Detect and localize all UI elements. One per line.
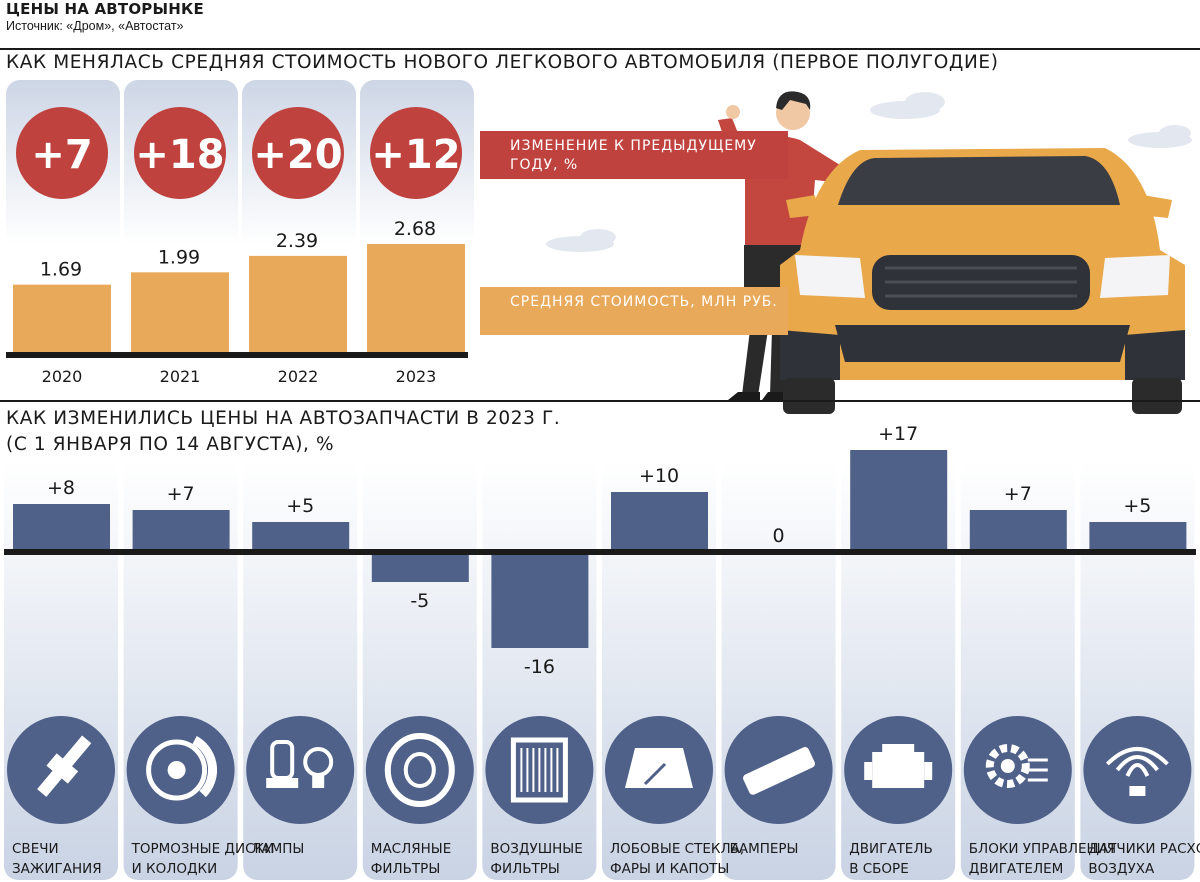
- part-value-label-1: +7: [167, 483, 195, 505]
- divider-mid: [0, 400, 1200, 402]
- part-value-label-2: +5: [286, 495, 314, 517]
- change-circle-2022: [252, 107, 344, 199]
- price-label-2020: 1.69: [40, 259, 82, 281]
- part-value-label-0: +8: [47, 477, 75, 499]
- part-value-label-8: +7: [1004, 483, 1032, 505]
- part-category-label-8-0: БЛОКИ УПРАВЛЕНИЯ: [969, 841, 1116, 857]
- windshield-icon: [605, 716, 713, 824]
- price-bar-2020: [13, 284, 111, 354]
- part-bar-7: [850, 450, 948, 552]
- section2-title-line2: (С 1 ЯНВАРЯ ПО 14 АВГУСТА), %: [6, 434, 335, 455]
- part-category-label-2-0: ЛАМПЫ: [251, 841, 304, 857]
- car-illustration: [780, 148, 1185, 414]
- part-bar-1: [132, 510, 230, 552]
- price-label-2022: 2.39: [276, 230, 318, 252]
- change-circle-2023: [370, 107, 462, 199]
- part-category-label-0-1: ЗАЖИГАНИЯ: [12, 861, 102, 877]
- part-bar-3: [371, 552, 469, 582]
- part-category-label-8-1: ДВИГАТЕЛЕМ: [969, 861, 1063, 877]
- price-baseline: [6, 352, 468, 358]
- part-category-label-7-0: ДВИГАТЕЛЬ: [849, 841, 933, 857]
- part-category-label-3-1: ФИЛЬТРЫ: [371, 861, 440, 877]
- oil-filter-icon-circle: [365, 716, 474, 824]
- change-label-2023: +12: [371, 132, 460, 178]
- part-value-label-3: -5: [410, 590, 429, 612]
- section1-title: КАК МЕНЯЛАСЬ СРЕДНЯЯ СТОИМОСТЬ НОВОГО ЛЕ…: [6, 52, 999, 73]
- change-circle-2021: [134, 107, 226, 199]
- change-label-2021: +18: [135, 132, 224, 178]
- price-bar-2022: [249, 255, 347, 354]
- part-category-label-4-1: ФИЛЬТРЫ: [490, 861, 559, 877]
- part-value-label-7: +17: [878, 423, 918, 445]
- year-label-2021: 2021: [160, 367, 201, 386]
- parts-change-chart: +8 СВЕЧИ ЗАЖИГАНИЯ +7 ТОРМОЗНЫЕ ДИСКИ И КОЛОД…: [4, 423, 1200, 877]
- part-bar-4: [491, 552, 589, 648]
- ecu-icon-circle: [963, 716, 1072, 824]
- callout-price-label: СРЕДНЯЯ СТОИМОСТЬ, МЛН РУБ.: [480, 287, 788, 335]
- parts-icons: [7, 716, 1192, 824]
- brake-disc-icon: [126, 716, 235, 824]
- price-bar-2021: [131, 272, 229, 354]
- air-sensor-icon: [1083, 716, 1192, 824]
- part-bar-5: [611, 492, 708, 552]
- part-category-label-5-1: ФАРЫ И КАПОТЫ: [610, 861, 729, 877]
- part-value-label-4: -16: [524, 656, 555, 678]
- callout-change-label: ИЗМЕНЕНИЕ К ПРЕДЫДУЩЕМУ ГОДУ, %: [480, 131, 788, 179]
- parts-baseline: [4, 549, 1196, 555]
- part-category-label-9-0: ДАТЧИКИ РАСХОДА: [1088, 841, 1200, 857]
- change-circle-2020: [16, 107, 108, 199]
- part-category-label-0-0: СВЕЧИ: [12, 841, 59, 857]
- page-title: ЦЕНЫ НА АВТОРЫНКЕ: [6, 0, 204, 18]
- price-label-2023: 2.68: [394, 218, 436, 240]
- part-category-label-1-0: ТОРМОЗНЫЕ ДИСКИ: [131, 841, 275, 857]
- avg-price-chart: 1.69 +7 2020 1.99 +18 2021 2.39 +20 2022 2.68 +12 2…: [6, 107, 468, 386]
- part-value-label-6: 0: [773, 525, 785, 547]
- engine-icon: [844, 716, 953, 824]
- lamp-icon-circle: [246, 716, 355, 824]
- part-category-label-6-0: БАМПЕРЫ: [730, 841, 799, 857]
- part-value-label-5: +10: [639, 465, 679, 487]
- year-label-2020: 2020: [42, 367, 83, 386]
- part-category-label-7-1: В СБОРЕ: [849, 861, 909, 877]
- part-bar-9: [1089, 522, 1187, 552]
- ecu-icon: [963, 716, 1072, 824]
- part-category-label-1-1: И КОЛОДКИ: [132, 861, 218, 877]
- section2-title-line1: КАК ИЗМЕНИЛИСЬ ЦЕНЫ НА АВТОЗАПЧАСТИ В 20…: [6, 408, 561, 429]
- part-bar-8: [969, 510, 1067, 552]
- part-category-label-4-0: ВОЗДУШНЫЕ: [490, 841, 582, 857]
- year-label-2023: 2023: [396, 367, 437, 386]
- divider-top: [0, 48, 1200, 50]
- cloud-decor: [546, 92, 1192, 252]
- air-sensor-icon-circle: [1083, 716, 1192, 824]
- part-category-label-5-0: ЛОБОВЫЕ СТЕКЛА,: [610, 841, 744, 857]
- part-category-label-3-0: МАСЛЯНЫЕ: [371, 841, 451, 857]
- price-label-2021: 1.99: [158, 246, 200, 268]
- year-label-2022: 2022: [278, 367, 319, 386]
- price-bar-2023: [367, 244, 465, 354]
- part-value-label-9: +5: [1123, 495, 1151, 517]
- air-filter-icon: [485, 716, 594, 824]
- part-category-label-9-1: ВОЗДУХА: [1088, 861, 1155, 877]
- spark-plug-icon: [7, 716, 115, 824]
- source-note: Источник: «Дром», «Автостат»: [6, 19, 184, 33]
- lamp-icon: [246, 716, 355, 824]
- oil-filter-icon: [365, 716, 474, 824]
- change-label-2022: +20: [253, 132, 342, 178]
- change-label-2020: +7: [31, 132, 92, 178]
- part-bar-0: [13, 504, 110, 552]
- part-bar-2: [252, 522, 350, 552]
- bumper-icon: [724, 716, 833, 824]
